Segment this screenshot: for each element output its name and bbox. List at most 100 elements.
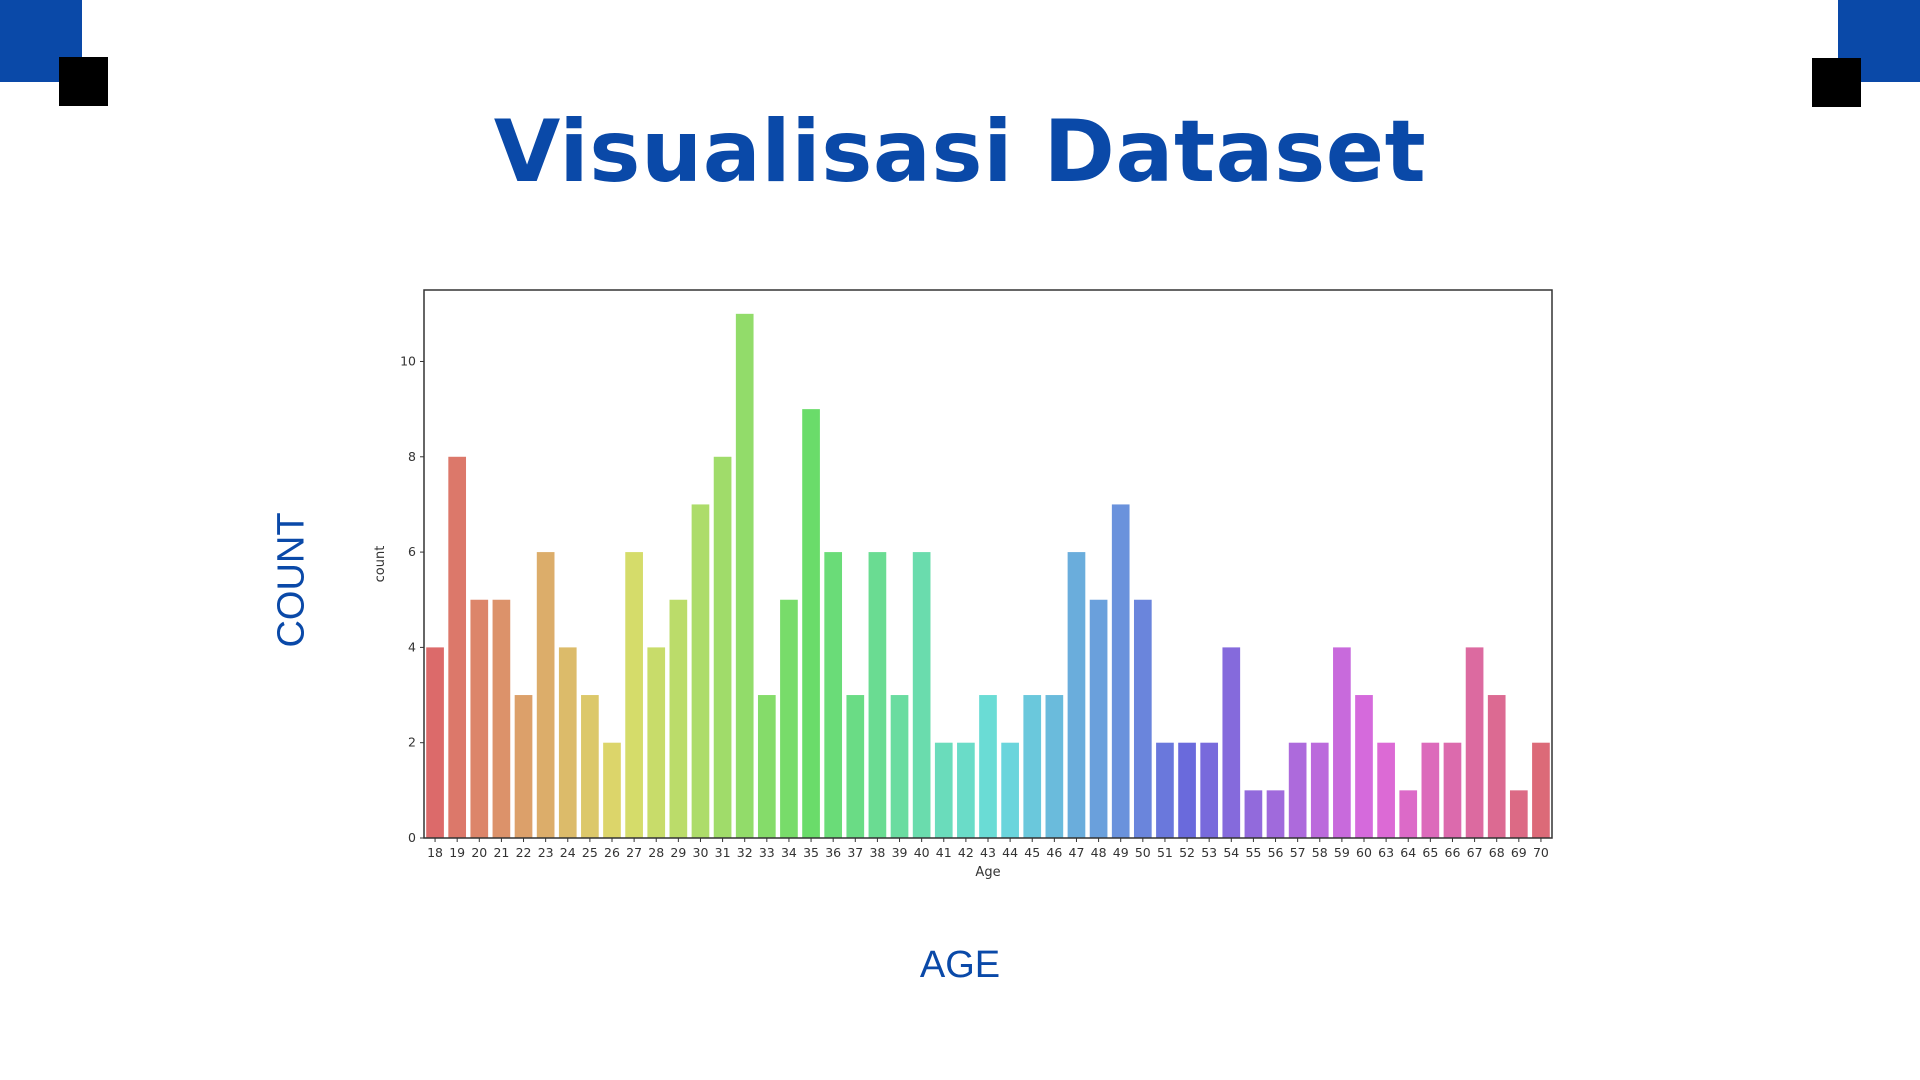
x-tick-label: 53 [1201,845,1217,860]
bar-age-32 [735,313,754,838]
bar-age-63 [1377,742,1395,838]
x-tick-label: 50 [1135,845,1151,860]
x-tick-label: 55 [1245,845,1261,860]
x-tick-label: 23 [538,845,554,860]
bar-age-67 [1465,647,1484,838]
x-tick-label: 45 [1024,845,1040,860]
x-tick-label: 26 [604,845,620,860]
bar-age-59 [1333,647,1351,838]
x-tick-label: 38 [869,845,885,860]
x-tick-label: 42 [958,845,974,860]
x-tick-label: 24 [560,845,576,860]
bar-age-24 [558,647,577,838]
x-tick-label: 22 [516,845,532,860]
bar-age-18 [426,647,444,838]
x-tick-label: 47 [1069,845,1085,860]
bar-age-70 [1532,742,1550,838]
x-tick-label: 63 [1378,845,1394,860]
x-tick-label: 37 [847,845,863,860]
bar-age-40 [912,552,931,838]
bar-age-36 [824,552,843,838]
x-tick-label: 18 [427,845,443,860]
x-tick-label: 36 [825,845,841,860]
bar-age-52 [1178,742,1196,838]
x-tick-label: 56 [1268,845,1284,860]
x-tick-label: 28 [648,845,664,860]
x-tick-label: 67 [1467,845,1483,860]
bar-age-56 [1266,790,1285,838]
x-tick-label: 46 [1046,845,1062,860]
bar-age-64 [1399,790,1418,838]
bar-age-44 [1001,742,1019,838]
y-tick-label: 10 [400,353,416,368]
x-tick-label: 32 [737,845,753,860]
bar-age-43 [979,695,997,838]
bar-age-35 [802,409,820,838]
bar-age-60 [1355,695,1373,838]
bar-age-23 [536,552,555,838]
bar-age-20 [470,599,489,838]
bar-age-28 [647,647,666,838]
bar-age-46 [1045,695,1064,838]
bar-age-54 [1222,647,1241,838]
x-tick-label: 43 [980,845,996,860]
y-tick-label: 6 [408,544,416,559]
y-tick-label: 8 [408,449,416,464]
x-tick-label: 44 [1002,845,1018,860]
x-tick-label: 33 [759,845,775,860]
bar-age-37 [846,695,865,838]
x-tick-label: 65 [1422,845,1438,860]
x-tick-label: 57 [1290,845,1306,860]
bar-age-33 [757,695,776,838]
y-tick-label: 4 [408,639,416,654]
bar-age-57 [1288,742,1307,838]
bar-age-68 [1487,695,1506,838]
bars-group [426,313,1550,838]
y-axis-caption: COUNT [270,512,313,648]
x-tick-label: 27 [626,845,642,860]
bar-age-31 [713,456,732,838]
x-tick-label: 70 [1533,845,1549,860]
x-tick-label: 34 [781,845,797,860]
x-tick-label: 39 [892,845,908,860]
y-tick-label: 0 [408,830,416,845]
bar-age-69 [1509,790,1528,838]
corner-decoration-black-left [59,57,108,106]
bar-age-49 [1111,504,1130,838]
chart-y-label: count [373,546,388,583]
x-tick-label: 20 [471,845,487,860]
x-tick-label: 68 [1489,845,1505,860]
y-ticks-group: 0 2 4 6 8 10 [400,353,424,845]
bar-age-30 [691,504,710,838]
bar-age-66 [1443,742,1462,838]
x-tick-label: 35 [803,845,819,860]
y-tick-label: 2 [408,735,416,750]
bar-age-50 [1133,599,1152,838]
bar-age-19 [448,456,467,838]
bar-age-53 [1200,742,1219,838]
corner-decoration-black-right [1812,58,1861,107]
x-tick-label: 41 [936,845,952,860]
bar-age-34 [780,599,798,838]
bar-age-22 [514,695,533,838]
x-tick-label: 69 [1511,845,1527,860]
bar-age-38 [868,552,887,838]
bar-age-41 [934,742,953,838]
x-axis-caption: AGE [919,944,1001,986]
bar-age-27 [625,552,643,838]
slide-title: Visualisasi Dataset [493,102,1427,202]
x-tick-label: 48 [1091,845,1107,860]
x-tick-label: 59 [1334,845,1350,860]
x-tick-label: 21 [493,845,509,860]
bar-age-39 [890,695,909,838]
x-ticks-group: 18 19 20 21 22 23 24 25 26 27 28 29 30 31 32 33 34 35 36 37… [427,838,1549,860]
x-tick-label: 30 [693,845,709,860]
bar-age-48 [1089,599,1108,838]
bar-age-21 [492,599,511,838]
bar-age-45 [1023,695,1042,838]
bar-age-25 [581,695,599,838]
bar-age-55 [1244,790,1263,838]
x-tick-label: 64 [1400,845,1416,860]
bar-age-26 [603,742,621,838]
